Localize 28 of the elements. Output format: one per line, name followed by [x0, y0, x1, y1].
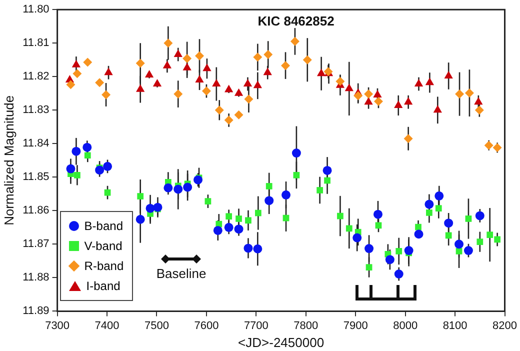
- x-tick-label: 8000: [393, 320, 418, 332]
- x-tick-label: 8100: [442, 320, 468, 332]
- y-tick-label: 11.86: [22, 204, 50, 217]
- y-tick-label: 11.87: [22, 238, 50, 250]
- y-tick-label: 11.80: [22, 4, 50, 16]
- x-tick-label: 7300: [45, 320, 70, 332]
- legend-label: V-band: [84, 239, 122, 254]
- x-tick-label: 7500: [144, 320, 169, 332]
- y-tick-label: 11.89: [22, 305, 50, 318]
- x-tick-label: 7800: [294, 320, 318, 332]
- x-tick-label: 8200: [492, 320, 518, 332]
- y-tick-label: 11.84: [22, 138, 50, 150]
- legend-label: I-band: [86, 279, 120, 294]
- annotation: Baseline: [156, 266, 206, 281]
- y-tick-label: 11.88: [22, 272, 50, 284]
- legend-label: R-band: [84, 259, 124, 274]
- x-tick-label: 7600: [194, 320, 219, 332]
- y-tick-label: 11.82: [22, 70, 50, 83]
- legend-label: B-band: [84, 219, 123, 234]
- y-tick-label: 11.85: [22, 171, 50, 184]
- x-tick-label: 7700: [244, 320, 268, 332]
- x-tick-label: 7400: [94, 320, 120, 332]
- x-axis-title: <JD>-2450000: [238, 334, 324, 350]
- x-tick-label: 7900: [343, 320, 368, 332]
- y-tick-label: 11.81: [22, 37, 50, 50]
- y-axis-title: Normalized Magnitude: [1, 95, 16, 226]
- y-tick-label: 11.83: [22, 104, 50, 116]
- chart-title: KIC 8462852: [258, 14, 334, 29]
